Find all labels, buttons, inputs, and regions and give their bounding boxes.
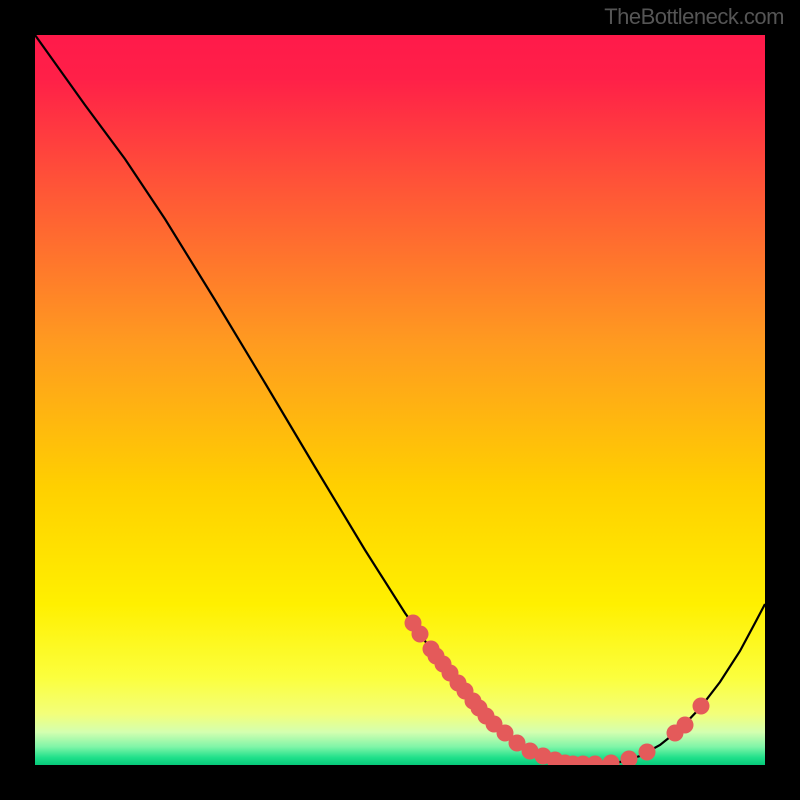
chart-svg bbox=[35, 35, 765, 765]
data-marker bbox=[693, 698, 710, 715]
gradient-background bbox=[35, 35, 765, 765]
data-marker bbox=[677, 717, 694, 734]
plot-area bbox=[35, 35, 765, 765]
data-marker bbox=[412, 626, 429, 643]
watermark-text: TheBottleneck.com bbox=[604, 4, 784, 30]
data-marker bbox=[639, 744, 656, 761]
